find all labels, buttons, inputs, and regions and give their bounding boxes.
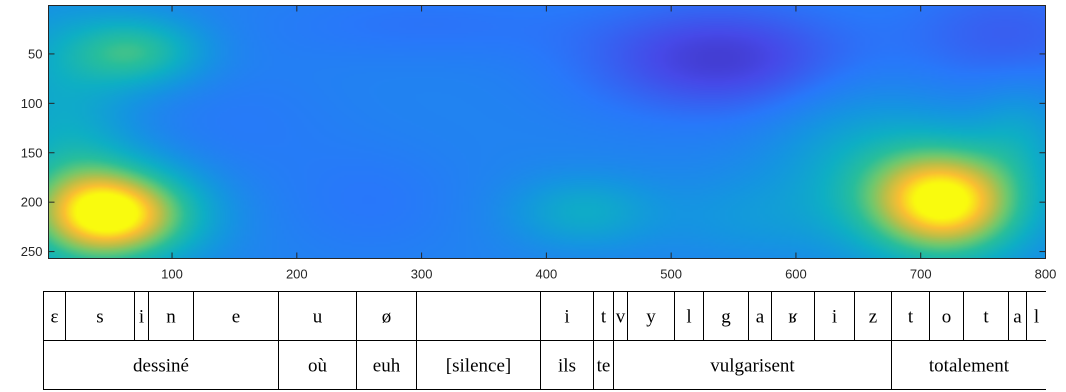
word-label: ils [558,356,576,377]
heatmap-raster [48,5,1046,259]
phoneme-label: ø [382,307,392,328]
phoneme-label: l [686,307,691,328]
y-axis: 50 100 150 200 250 [21,46,1046,259]
x-tick-label: 100 [161,267,183,282]
phoneme-label: t [983,307,989,328]
phoneme-cell [703,291,749,341]
phoneme-label: v [616,307,626,328]
phoneme-label: ʁ [788,307,798,328]
phoneme-label: t [601,307,607,328]
phoneme-label: i [139,307,144,328]
phoneme-cell [540,291,594,341]
y-tick-label: 50 [28,46,42,61]
phoneme-label: i [564,307,569,328]
word-cell [891,340,1046,390]
phoneme-cell [929,291,964,341]
phoneme-label: g [721,307,731,328]
x-axis: 100 200 300 400 500 600 700 800 [161,5,1057,282]
phoneme-label: e [232,307,240,328]
phoneme-cell [627,291,675,341]
phoneme-cell [963,291,1009,341]
x-tick-label: 600 [785,267,807,282]
phoneme-label: t [908,307,914,328]
word-cell [416,340,541,390]
word-cell [540,340,594,390]
word-label: [silence] [446,356,511,377]
y-tick-label: 250 [21,244,43,259]
phoneme-label: o [942,307,952,328]
word-label: te [597,356,611,377]
phoneme-label: i [832,307,837,328]
x-tick-label: 500 [660,267,682,282]
word-cell [613,340,892,390]
plot-frame [48,5,1046,259]
phoneme-label: y [646,307,656,328]
word-label: dessiné [133,356,189,377]
word-row: dessiné où euh [silence] ils te vulgarisent tot… [43,340,1046,390]
word-cell [278,340,357,390]
phoneme-cell [416,291,541,341]
phoneme-cell [771,291,815,341]
phoneme-label: a [1013,307,1022,328]
heatmap-chart: 100 200 300 400 500 600 700 800 50 100 150 200 250 [21,5,1057,282]
phoneme-label: u [313,307,323,328]
phoneme-label: z [869,307,877,328]
phoneme-cell [356,291,417,341]
x-tick-label: 300 [411,267,433,282]
word-cell [43,340,279,390]
heatmap-image [48,5,1046,259]
phoneme-cell [193,291,279,341]
word-cell [356,340,417,390]
word-label: euh [373,356,401,377]
y-tick-label: 100 [21,96,43,111]
x-tick-label: 800 [1035,267,1057,282]
x-tick-label: 700 [910,267,932,282]
x-tick-label: 400 [536,267,558,282]
phoneme-cell [278,291,357,341]
phoneme-label: ɛ [51,307,59,328]
word-label: totalement [929,356,1010,377]
phoneme-label: l [1034,307,1039,328]
word-label: vulgarisent [710,356,795,377]
word-label: où [308,356,328,377]
phoneme-label: a [756,307,765,328]
phoneme-label: s [96,307,103,328]
y-tick-label: 150 [21,145,43,160]
phoneme-label: n [166,307,176,328]
phoneme-cell [148,291,194,341]
x-tick-label: 200 [286,267,308,282]
y-tick-label: 200 [21,195,43,210]
phoneme-cell [854,291,892,341]
